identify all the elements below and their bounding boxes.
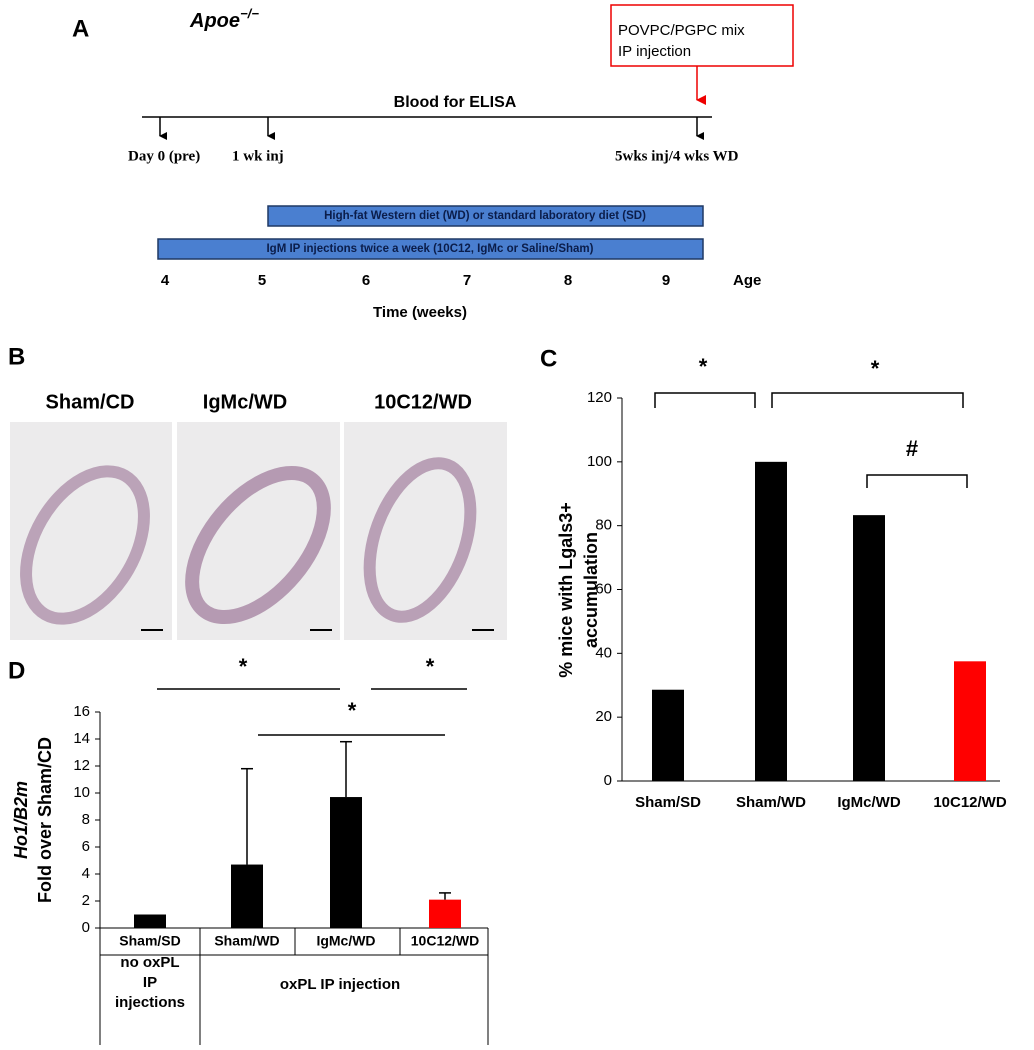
vessel <box>20 465 150 625</box>
age-tick: 6 <box>362 272 370 289</box>
significance-mark: * <box>426 654 435 679</box>
y-tick-label: 40 <box>595 644 612 661</box>
group-label: no oxPL <box>120 954 179 971</box>
box-line: POVPC/PGPC mix <box>618 22 745 39</box>
group-label: injections <box>115 994 185 1011</box>
x-tick-label: IgMc/WD <box>837 794 900 811</box>
axis-label: Time (weeks) <box>373 304 467 321</box>
y-axis-label: Fold over Sham/CD <box>35 737 55 903</box>
diet-bar <box>267 205 704 227</box>
age-tick: 9 <box>662 272 670 289</box>
y-tick-label: 12 <box>73 757 90 774</box>
y-tick-label: 100 <box>587 453 612 470</box>
bar <box>755 461 787 781</box>
x-tick-label: 10C12/WD <box>933 794 1007 811</box>
y-tick-label: 8 <box>82 811 90 828</box>
timepoint: Day 0 (pre) <box>128 148 200 164</box>
significance-bracket <box>654 392 756 408</box>
x-tick-label: Sham/WD <box>736 794 806 811</box>
y-tick-label: 20 <box>595 708 612 725</box>
significance-mark: * <box>239 654 248 679</box>
timeline-title: Blood for ELISA <box>394 94 517 111</box>
vessel <box>363 457 477 623</box>
x-tick-label: Sham/WD <box>214 933 279 949</box>
x-tick-label: 10C12/WD <box>411 933 479 949</box>
panel-b: B Sham/CD IgMc/WD 10C12/WD <box>8 343 507 640</box>
age-tick: 7 <box>463 272 471 289</box>
box-line: IP injection <box>618 43 691 60</box>
vessel <box>185 465 331 625</box>
significance-mark: * <box>871 356 880 381</box>
injection-box <box>610 4 794 67</box>
y-tick-label: 120 <box>587 389 612 406</box>
y-tick-label: 2 <box>82 892 90 909</box>
bar-text: High-fat Western diet (WD) or standard l… <box>324 210 646 222</box>
strain: Apoe−/− <box>189 6 259 32</box>
bar <box>954 661 986 781</box>
y-axis-label: accumulation <box>581 532 601 648</box>
injection-bar <box>157 238 704 260</box>
bar <box>853 515 885 781</box>
panel-label: B <box>8 343 25 370</box>
bar <box>429 899 461 928</box>
bar <box>231 864 263 928</box>
y-tick-label: 0 <box>82 919 90 936</box>
age-tick: 8 <box>564 272 572 289</box>
age-tick: 5 <box>258 272 266 289</box>
timepoint: 5wks inj/4 wks WD <box>615 148 739 164</box>
image-label: Sham/CD <box>46 391 135 413</box>
significance-bracket <box>866 474 968 488</box>
group-table <box>99 928 489 1045</box>
y-tick-label: 60 <box>595 580 612 597</box>
group-label: IP <box>143 974 157 991</box>
timepoint: 1 wk inj <box>232 148 284 164</box>
y-tick-label: 0 <box>604 772 612 789</box>
x-tick-label: Sham/SD <box>119 933 180 949</box>
x-tick-label: IgMc/WD <box>316 933 375 949</box>
significance-bracket <box>771 392 964 408</box>
y-tick-label: 6 <box>82 838 90 855</box>
image-label: 10C12/WD <box>374 391 472 413</box>
age-label: Age <box>733 272 761 289</box>
significance-mark: * <box>699 354 708 379</box>
y-tick-label: 4 <box>82 865 90 882</box>
y-tick-label: 14 <box>73 730 90 747</box>
y-tick-label: 16 <box>73 703 90 720</box>
panel-label: A <box>72 15 89 42</box>
y-axis-label: % mice with Lgals3+ <box>556 502 576 678</box>
bar <box>134 914 166 928</box>
panel-label: D <box>8 657 25 684</box>
significance-mark: # <box>906 436 918 461</box>
bar <box>330 797 362 928</box>
y-tick-label: 10 <box>73 784 90 801</box>
x-tick-label: Sham/SD <box>635 794 701 811</box>
significance-mark: * <box>348 698 357 723</box>
group-label: oxPL IP injection <box>280 976 400 993</box>
y-tick-label: 80 <box>595 517 612 534</box>
bar-text: IgM IP injections twice a week (10C12, I… <box>266 243 593 255</box>
image-label: IgMc/WD <box>203 391 287 413</box>
bar <box>652 689 684 781</box>
panel-a: A Apoe−/− POVPC/PGPC mix IP injection Bl… <box>72 4 794 321</box>
panel-label: C <box>540 345 557 372</box>
y-axis-label: Ho1/B2m <box>11 781 31 859</box>
age-tick: 4 <box>161 272 170 289</box>
